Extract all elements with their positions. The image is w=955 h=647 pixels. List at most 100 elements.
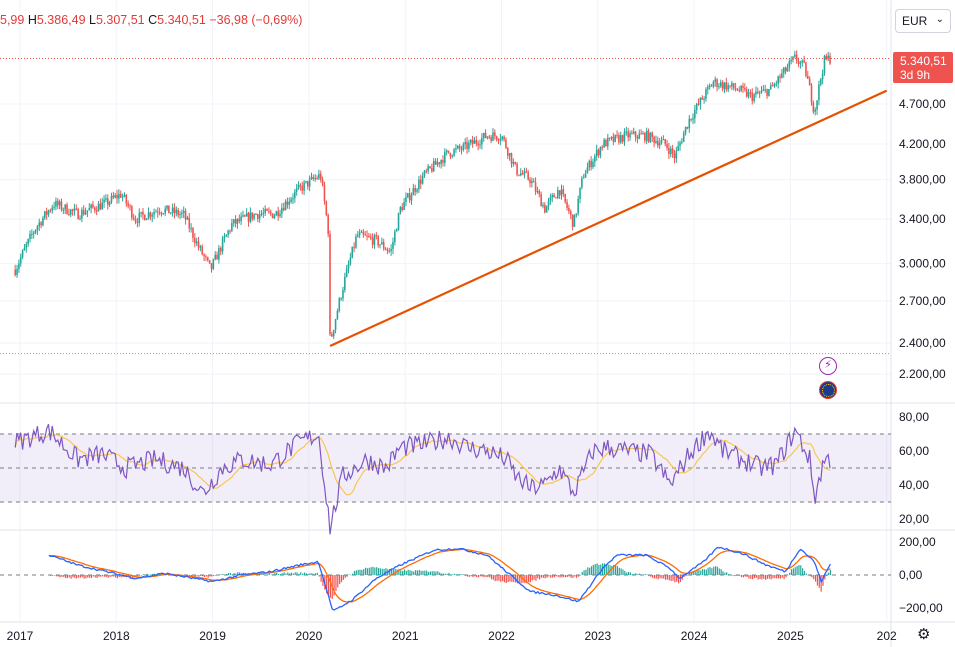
candle-body [103,199,105,203]
candle-body [345,268,348,277]
macd-hist-bar [326,575,328,594]
macd-hist-bar [802,568,804,575]
candle-body [236,218,239,224]
candle-body [368,235,370,237]
candle-body [594,156,596,162]
candle-body [810,85,813,103]
candle-body [321,179,324,185]
macd-hist-bar [279,574,281,575]
candle-body [332,329,335,337]
macd-hist-bar [516,575,519,584]
macd-hist-bar [624,570,626,575]
macd-hist-bar [683,575,685,577]
macd-hist-bar [596,563,598,575]
macd-hist-bar [344,575,346,578]
macd-hist-bar [524,575,526,584]
macd-hist-bar [457,574,459,575]
candle-body [647,130,650,142]
candle-body [786,67,789,72]
candle-body [27,239,29,245]
currency-selector[interactable]: EUR ⌄ [895,9,951,33]
macd-hist-bar [146,573,148,575]
macd-hist-bar [426,570,428,575]
candle-body [21,250,24,258]
macd-hist-bar [337,575,339,588]
candle-body [460,148,463,150]
macd-hist-bar [109,575,111,578]
candle-body [19,257,22,264]
macd-hist-bar [105,575,107,577]
gear-icon[interactable]: ⚙ [917,626,931,643]
candle-body [273,215,276,219]
macd-hist-bar [590,566,593,575]
candle-body [456,145,459,149]
macd-hist-bar [64,575,67,579]
candle-body [757,91,759,94]
macd-hist-bar [68,575,70,578]
macd-hist-bar [111,575,113,577]
candle-body [297,184,300,189]
time-axis-label: 2022 [488,629,515,643]
macd-hist-bar [777,575,780,579]
candle-body [747,92,750,97]
candle-body [268,210,270,212]
candle-body [805,62,807,76]
macd-hist-bar [594,564,596,575]
last-price: 5.340,51 [900,54,947,68]
price-axis-label: 3.000,00 [899,257,946,271]
macd-hist-bar [537,575,539,579]
candle-body [492,132,494,141]
candle-body [662,139,665,141]
lightning-icon[interactable]: ⚡ [819,357,837,375]
candle-body [725,82,728,90]
macd-hist-bar [822,575,824,586]
eu-flag-icon[interactable] [819,381,837,399]
candle-body [40,222,42,226]
candle-body [403,202,405,210]
macd-hist-bar [766,575,769,579]
macd-hist-bar [452,574,454,575]
candle-body [55,200,57,207]
candle-body [99,203,102,210]
macd-hist-bar [637,574,639,575]
macd-hist-bar [424,570,426,575]
macd-hist-bar [416,570,419,575]
macd-hist-bar [113,575,115,577]
macd-hist-bar [285,573,287,575]
candle-body [773,84,776,87]
macd-hist-bar [592,565,594,575]
price-axis-label: 2.700,00 [899,294,946,308]
candle-body [429,166,431,168]
close-value: 5.340,51 [157,13,206,27]
candle-body [547,200,550,206]
candle-body [551,195,554,198]
macd-hist-bar [509,575,511,582]
macd-hist-bar [51,575,54,576]
macd-hist-bar [311,573,313,575]
macd-hist-bar [209,575,211,577]
candle-body [707,87,709,90]
macd-hist-bar [289,573,291,575]
macd-hist-bar [790,569,793,575]
macd-hist-bar [83,575,85,579]
macd-hist-bar [213,575,215,577]
candle-body [590,160,592,168]
price-axis-label: 4.200,00 [899,137,946,151]
price-axis-label: 2.400,00 [899,336,946,350]
candle-body [149,212,152,217]
candle-body [755,91,757,95]
macd-hist-bar [685,575,687,577]
candle-body [381,242,383,245]
candle-body [114,195,116,198]
candle-body [44,211,46,218]
candle-body [727,85,729,90]
macd-hist-bar [589,567,591,575]
macd-hist-bar [720,569,722,575]
macd-hist-bar [281,573,283,575]
candle-body [708,85,711,88]
candle-body [121,196,124,198]
macd-hist-bar [376,567,378,575]
macd-hist-bar [352,573,354,575]
macd-hist-bar [644,574,646,575]
